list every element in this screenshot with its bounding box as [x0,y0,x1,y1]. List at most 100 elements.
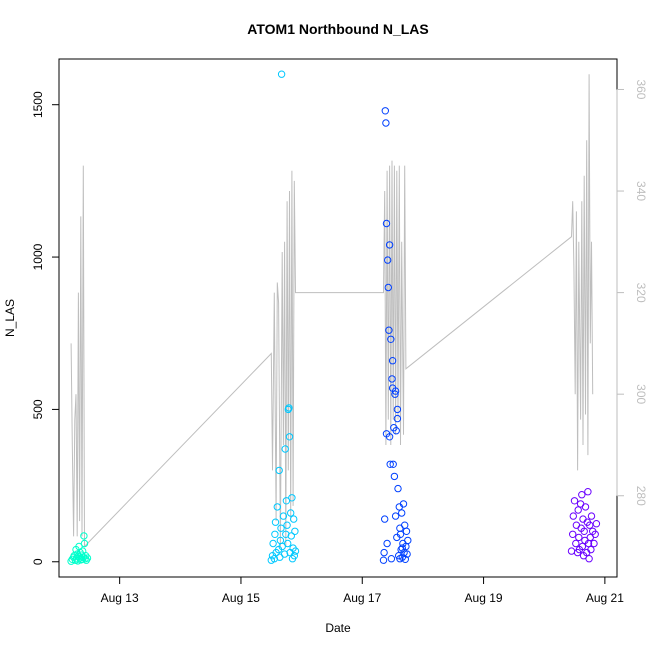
data-point [402,527,411,535]
data-point [390,472,399,481]
data-point [384,256,392,264]
data-point [290,515,298,523]
y-tick-label: 1000 [31,243,45,270]
y-axis-label: N_LAS [3,299,17,337]
data-point [398,509,406,517]
y2-tick-label: 340 [634,181,648,201]
data-point [275,466,283,475]
data-point [398,544,406,552]
secondary-line-layer [70,74,594,548]
data-point [396,530,405,538]
data-point [387,335,395,343]
data-point [285,404,293,412]
data-point [82,552,90,560]
y2-tick-label: 360 [634,79,648,99]
data-point [403,550,411,558]
plot-frame [58,58,618,578]
x-tick-label: Aug 17 [343,591,381,605]
data-point [590,539,598,548]
data-point [587,512,596,520]
data-point [569,512,577,520]
x-tick-label: Aug 13 [101,591,139,605]
data-point [385,433,394,441]
x-tick-label: Aug 15 [222,591,260,605]
secondary-series-line [70,74,594,548]
data-point [271,530,279,538]
data-point [393,414,402,423]
data-point [287,532,295,540]
data-point [385,241,394,249]
data-point [569,530,577,538]
x-tick-label: Aug 21 [586,591,624,605]
data-point [381,107,389,115]
y-axis: 0 500 1000 1500 [31,91,60,565]
data-point [279,512,288,520]
data-point [389,460,397,468]
data-point [291,547,300,555]
data-point [381,515,389,523]
data-point [385,326,393,334]
data-point [271,518,280,526]
data-point [578,542,587,551]
data-point [388,357,397,365]
data-point [399,500,408,508]
data-point [396,555,404,563]
data-point [401,521,409,529]
secondary-y-axis: 280 300 320 340 360 [616,79,648,506]
y-tick-label: 0 [31,558,45,565]
data-point [277,70,286,78]
data-point [401,555,409,563]
data-point [380,548,388,557]
data-point [591,530,599,538]
data-point [283,521,291,529]
data-point [384,283,392,292]
data-point [383,539,391,548]
data-point [269,539,277,548]
data-point [388,375,396,383]
data-point [83,554,92,562]
data-point [575,533,583,542]
y-tick-label: 1500 [31,91,45,118]
data-point [391,390,399,398]
data-point [587,545,595,554]
data-point [280,550,289,558]
data-point [391,387,400,395]
data-point [580,527,588,535]
data-point [278,542,286,551]
data-point [578,491,586,499]
data-point [290,552,298,560]
y2-tick-label: 280 [634,486,648,506]
data-point [80,532,88,540]
data-point [570,497,579,505]
data-point [574,506,582,514]
y-tick-label: 500 [31,399,45,419]
data-point [579,515,587,523]
data-point [581,503,590,511]
data-point [287,509,295,517]
data-point [285,433,294,441]
data-point [404,536,412,545]
data-point [584,488,592,496]
data-point [567,547,576,555]
data-point [391,512,400,520]
data-point [392,427,400,435]
chart-title: ATOM1 Northbound N_LAS [247,21,428,37]
data-point [394,484,402,493]
x-axis-label: Date [325,621,351,635]
x-axis: Aug 13 Aug 15 Aug 17 Aug 19 Aug 21 [101,576,624,605]
data-point [277,524,285,532]
points-layer [67,70,601,565]
data-point [396,524,404,532]
data-point [284,539,292,548]
data-point [68,555,77,563]
data-point [586,521,594,529]
x-tick-label: Aug 19 [465,591,503,605]
data-point [382,219,391,228]
data-point [572,521,581,529]
data-point [273,503,281,511]
data-point [386,460,394,468]
data-point [80,539,89,548]
data-point [382,119,390,127]
y2-tick-label: 320 [634,283,648,303]
